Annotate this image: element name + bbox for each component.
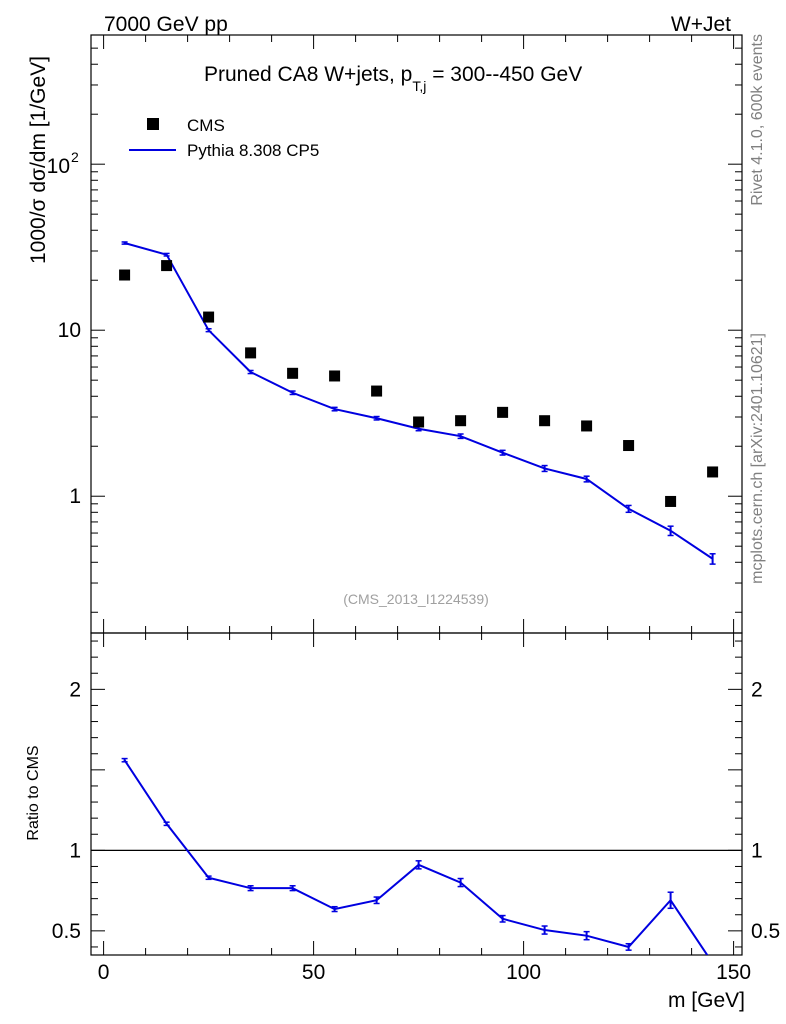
x-tick-label: 50 <box>302 961 325 984</box>
legend-cms-label: CMS <box>187 116 225 135</box>
ratio-axis-ticks <box>91 633 742 955</box>
header-energy-label: 7000 GeV pp <box>104 13 228 36</box>
ratio-tick-label-right: 0.5 <box>751 920 780 943</box>
legend-cms-marker <box>147 118 159 130</box>
ratio-series-layer <box>121 757 709 955</box>
chart-title-subscript: T,j <box>412 78 426 94</box>
cms-data-point <box>707 466 719 478</box>
ratio-panel-frame <box>90 632 743 956</box>
main-series-layer <box>119 241 719 565</box>
chart-title-main: Pruned CA8 W+jets, p <box>204 63 412 86</box>
y-tick-label: 10 <box>58 319 81 342</box>
ratio-y-axis-label: Ratio to CMS <box>25 745 42 840</box>
ratio-tick-label: 2 <box>69 678 81 701</box>
chart-title-range: = 300--450 GeV <box>426 63 582 86</box>
rivet-events-label: Rivet 4.1.0, 600k events <box>749 34 766 206</box>
ratio-tick-label: 0.5 <box>52 920 81 943</box>
cms-data-point <box>287 367 299 379</box>
ratio-tick-label-right: 1 <box>751 839 763 862</box>
x-axis-label: m [GeV] <box>668 989 745 1012</box>
cms-data-point <box>455 415 467 427</box>
cms-data-point <box>581 420 593 432</box>
x-tick-label: 100 <box>506 961 541 984</box>
analysis-id-label: (CMS_2013_I1224539) <box>343 591 489 607</box>
pythia-line <box>124 242 714 560</box>
cms-data-point <box>329 370 341 382</box>
cms-data-point <box>623 440 635 452</box>
y-tick-label-exponent: 2 <box>71 149 79 165</box>
y-tick-label: 10 <box>47 155 70 178</box>
main-axis-ticks <box>91 34 742 633</box>
header-process-label: W+Jet <box>671 13 731 36</box>
ratio-tick-label-right: 2 <box>751 678 763 701</box>
cms-data-point <box>665 495 677 507</box>
legend-pythia-label: Pythia 8.308 CP5 <box>187 141 319 160</box>
y-axis-label: 1000/σ dσ/dm [1/GeV] <box>27 56 50 264</box>
mcplots-source-label: mcplots.cern.ch [arXiv:2401.10621] <box>749 333 766 584</box>
cms-data-point <box>413 416 425 428</box>
cms-data-point <box>161 260 173 272</box>
chart-title: Pruned CA8 W+jets, pT,j = 300--450 GeV <box>204 63 582 94</box>
y-tick-label: 1 <box>69 485 81 508</box>
cms-data-point <box>245 347 257 359</box>
cms-data-point <box>371 385 383 397</box>
cms-data-point <box>497 406 509 418</box>
x-tick-label: 0 <box>98 961 110 984</box>
ratio-tick-label: 1 <box>69 839 81 862</box>
cms-data-point <box>539 415 551 427</box>
x-tick-label: 150 <box>716 961 751 984</box>
cms-data-point <box>203 311 215 323</box>
cms-data-point <box>119 269 131 281</box>
